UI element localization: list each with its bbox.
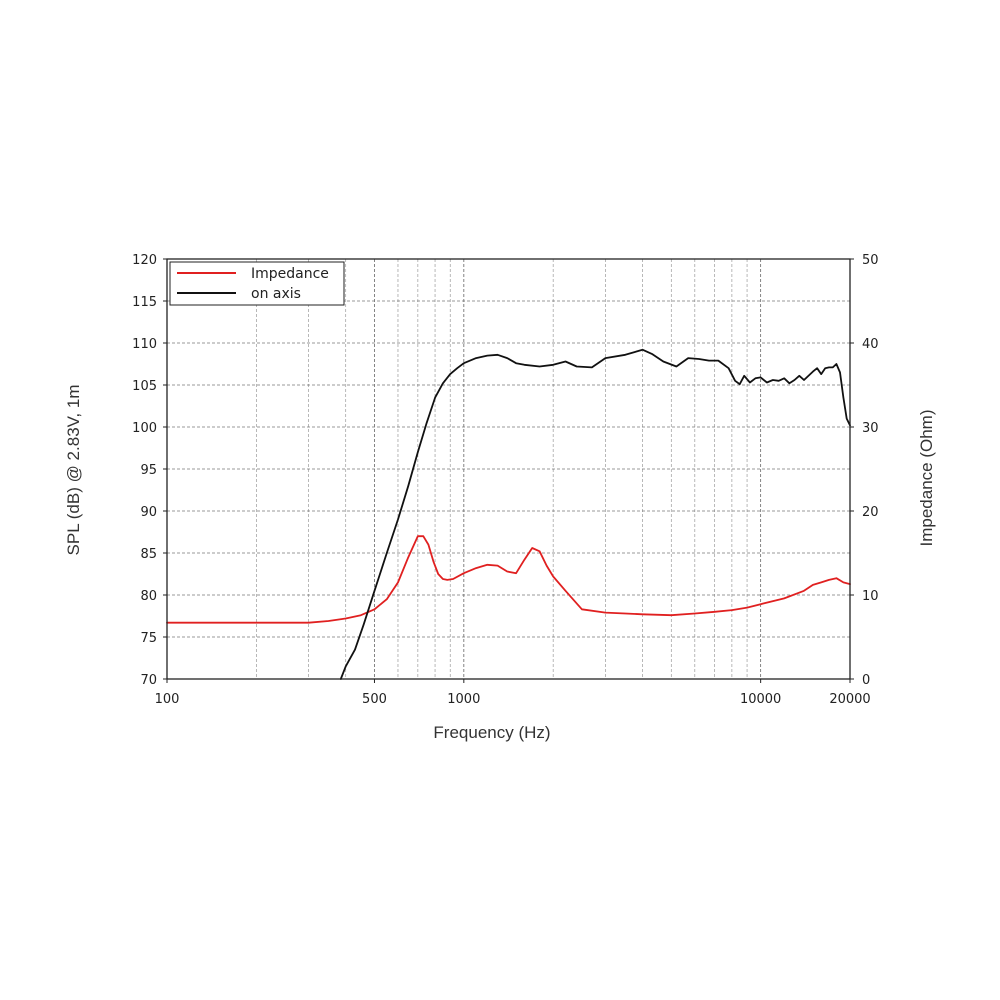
y-tick-label-right: 40 [862,337,879,352]
y-tick-label: 110 [132,337,157,352]
series-line-impedance [166,535,851,624]
y-tick-label: 90 [140,505,157,520]
y-tick-label: 85 [140,547,157,562]
y-tick-labels-right: 0 10 20 30 40 50 [850,253,879,688]
x-tick-label: 500 [362,692,387,707]
legend-label-on-axis: on axis [251,286,301,302]
y-tick-label: 120 [132,253,157,268]
y-tick-labels-left: 70 75 80 85 90 95 100 105 110 115 120 [132,253,167,688]
legend: Impedance on axis [169,261,345,306]
y-tick-label: 100 [132,421,157,436]
y-tick-label-right: 50 [862,253,879,268]
x-tick-label: 20000 [829,692,870,707]
legend-box [169,261,345,306]
y-axis-title-left: SPL (dB) @ 2.83V, 1m [64,385,83,556]
y-axis-title-right: Impedance (Ohm) [917,410,936,547]
y-tick-label-right: 0 [862,673,870,688]
y-tick-label: 105 [132,379,157,394]
x-tick-label: 1000 [447,692,480,707]
x-tick-label: 100 [155,692,180,707]
y-tick-label-right: 10 [862,589,879,604]
major-gridlines [167,259,850,679]
x-tick-labels: 100 500 1000 10000 20000 [155,679,871,707]
y-tick-label-right: 20 [862,505,879,520]
series-layer [166,348,851,680]
y-tick-label-right: 30 [862,421,879,436]
x-tick-label: 10000 [740,692,781,707]
y-tick-label: 70 [140,673,157,688]
legend-label-impedance: Impedance [251,266,329,282]
y-tick-label: 115 [132,295,157,310]
y-tick-label: 80 [140,589,157,604]
x-axis-title: Frequency (Hz) [433,723,550,742]
y-tick-label: 95 [140,463,157,478]
series-line-on-axis [339,348,851,680]
y-tick-label: 75 [140,631,157,646]
